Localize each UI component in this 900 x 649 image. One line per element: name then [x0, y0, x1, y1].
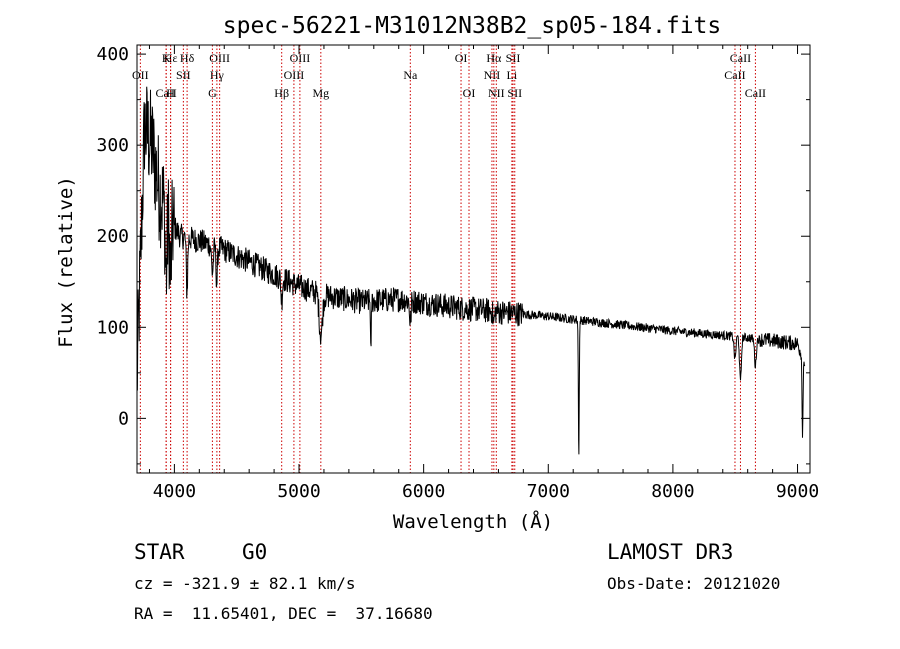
x-tick-label: 6000: [402, 481, 445, 502]
line-marker-label: NII: [488, 86, 505, 100]
line-marker-label: OIII: [209, 51, 230, 65]
line-marker-label: OIII: [284, 68, 305, 82]
line-marker-label: NII: [484, 68, 501, 82]
y-tick-label: 100: [96, 317, 129, 338]
line-marker-label: CaII: [745, 86, 766, 100]
x-tick-label: 8000: [651, 481, 694, 502]
redshift-cz: cz = -321.9 ± 82.1 km/s: [134, 574, 356, 593]
x-axis-label: Wavelength (Å): [393, 510, 553, 533]
line-marker-label: G: [208, 86, 217, 100]
y-tick-label: 400: [96, 44, 129, 65]
line-marker-label: Hβ: [274, 86, 289, 100]
line-marker-label: K: [162, 51, 171, 65]
y-axis-label: Flux (relative): [55, 176, 77, 348]
object-subclass: G0: [242, 540, 268, 564]
line-marker-label: CaII: [155, 86, 176, 100]
axis-ticks: 4000 5000 6000 7000 8000 9000 0 100 200 300 400: [96, 44, 819, 502]
coordinates: RA = 11.65401, DEC = 37.16680: [134, 604, 433, 623]
line-marker-label: CaII: [730, 51, 751, 65]
line-marker-label: OIII: [290, 51, 311, 65]
y-tick-label: 300: [96, 135, 129, 156]
line-marker-label: OI: [455, 51, 468, 65]
line-marker-label: SII: [176, 68, 191, 82]
spectrum-line: [136, 86, 806, 455]
chart-title: spec-56221-M31012N38B2_sp05-184.fits: [223, 13, 722, 39]
line-marker-label: H: [166, 86, 175, 100]
line-marker-label: Hγ: [210, 68, 225, 82]
object-class: STAR: [134, 540, 185, 564]
x-tick-label: 4000: [153, 481, 196, 502]
line-marker-label: Na: [403, 68, 418, 82]
x-tick-label: 7000: [527, 481, 570, 502]
line-marker-label: Hδ: [180, 51, 195, 65]
observation-date: Obs-Date: 20121020: [607, 574, 781, 593]
survey-name: LAMOST DR3: [607, 540, 734, 564]
line-marker-label: Hα: [486, 51, 502, 65]
line-markers: Hε OII CaII K H Hδ SII Hγ G OIII Hβ OIII OIII Mg Na OI O…: [132, 45, 766, 473]
line-marker-label: SII: [506, 51, 521, 65]
x-tick-label: 5000: [277, 481, 320, 502]
line-marker-label: Li: [507, 68, 518, 82]
line-marker-label: OII: [132, 68, 149, 82]
line-marker-label: CaII: [724, 68, 745, 82]
line-marker-label: SII: [507, 86, 522, 100]
line-marker-label: Mg: [312, 86, 329, 100]
line-marker-label: OI: [463, 86, 476, 100]
y-tick-label: 0: [118, 408, 129, 429]
line-marker-label: Hε: [164, 51, 178, 65]
x-tick-label: 9000: [776, 481, 819, 502]
y-tick-label: 200: [96, 226, 129, 247]
